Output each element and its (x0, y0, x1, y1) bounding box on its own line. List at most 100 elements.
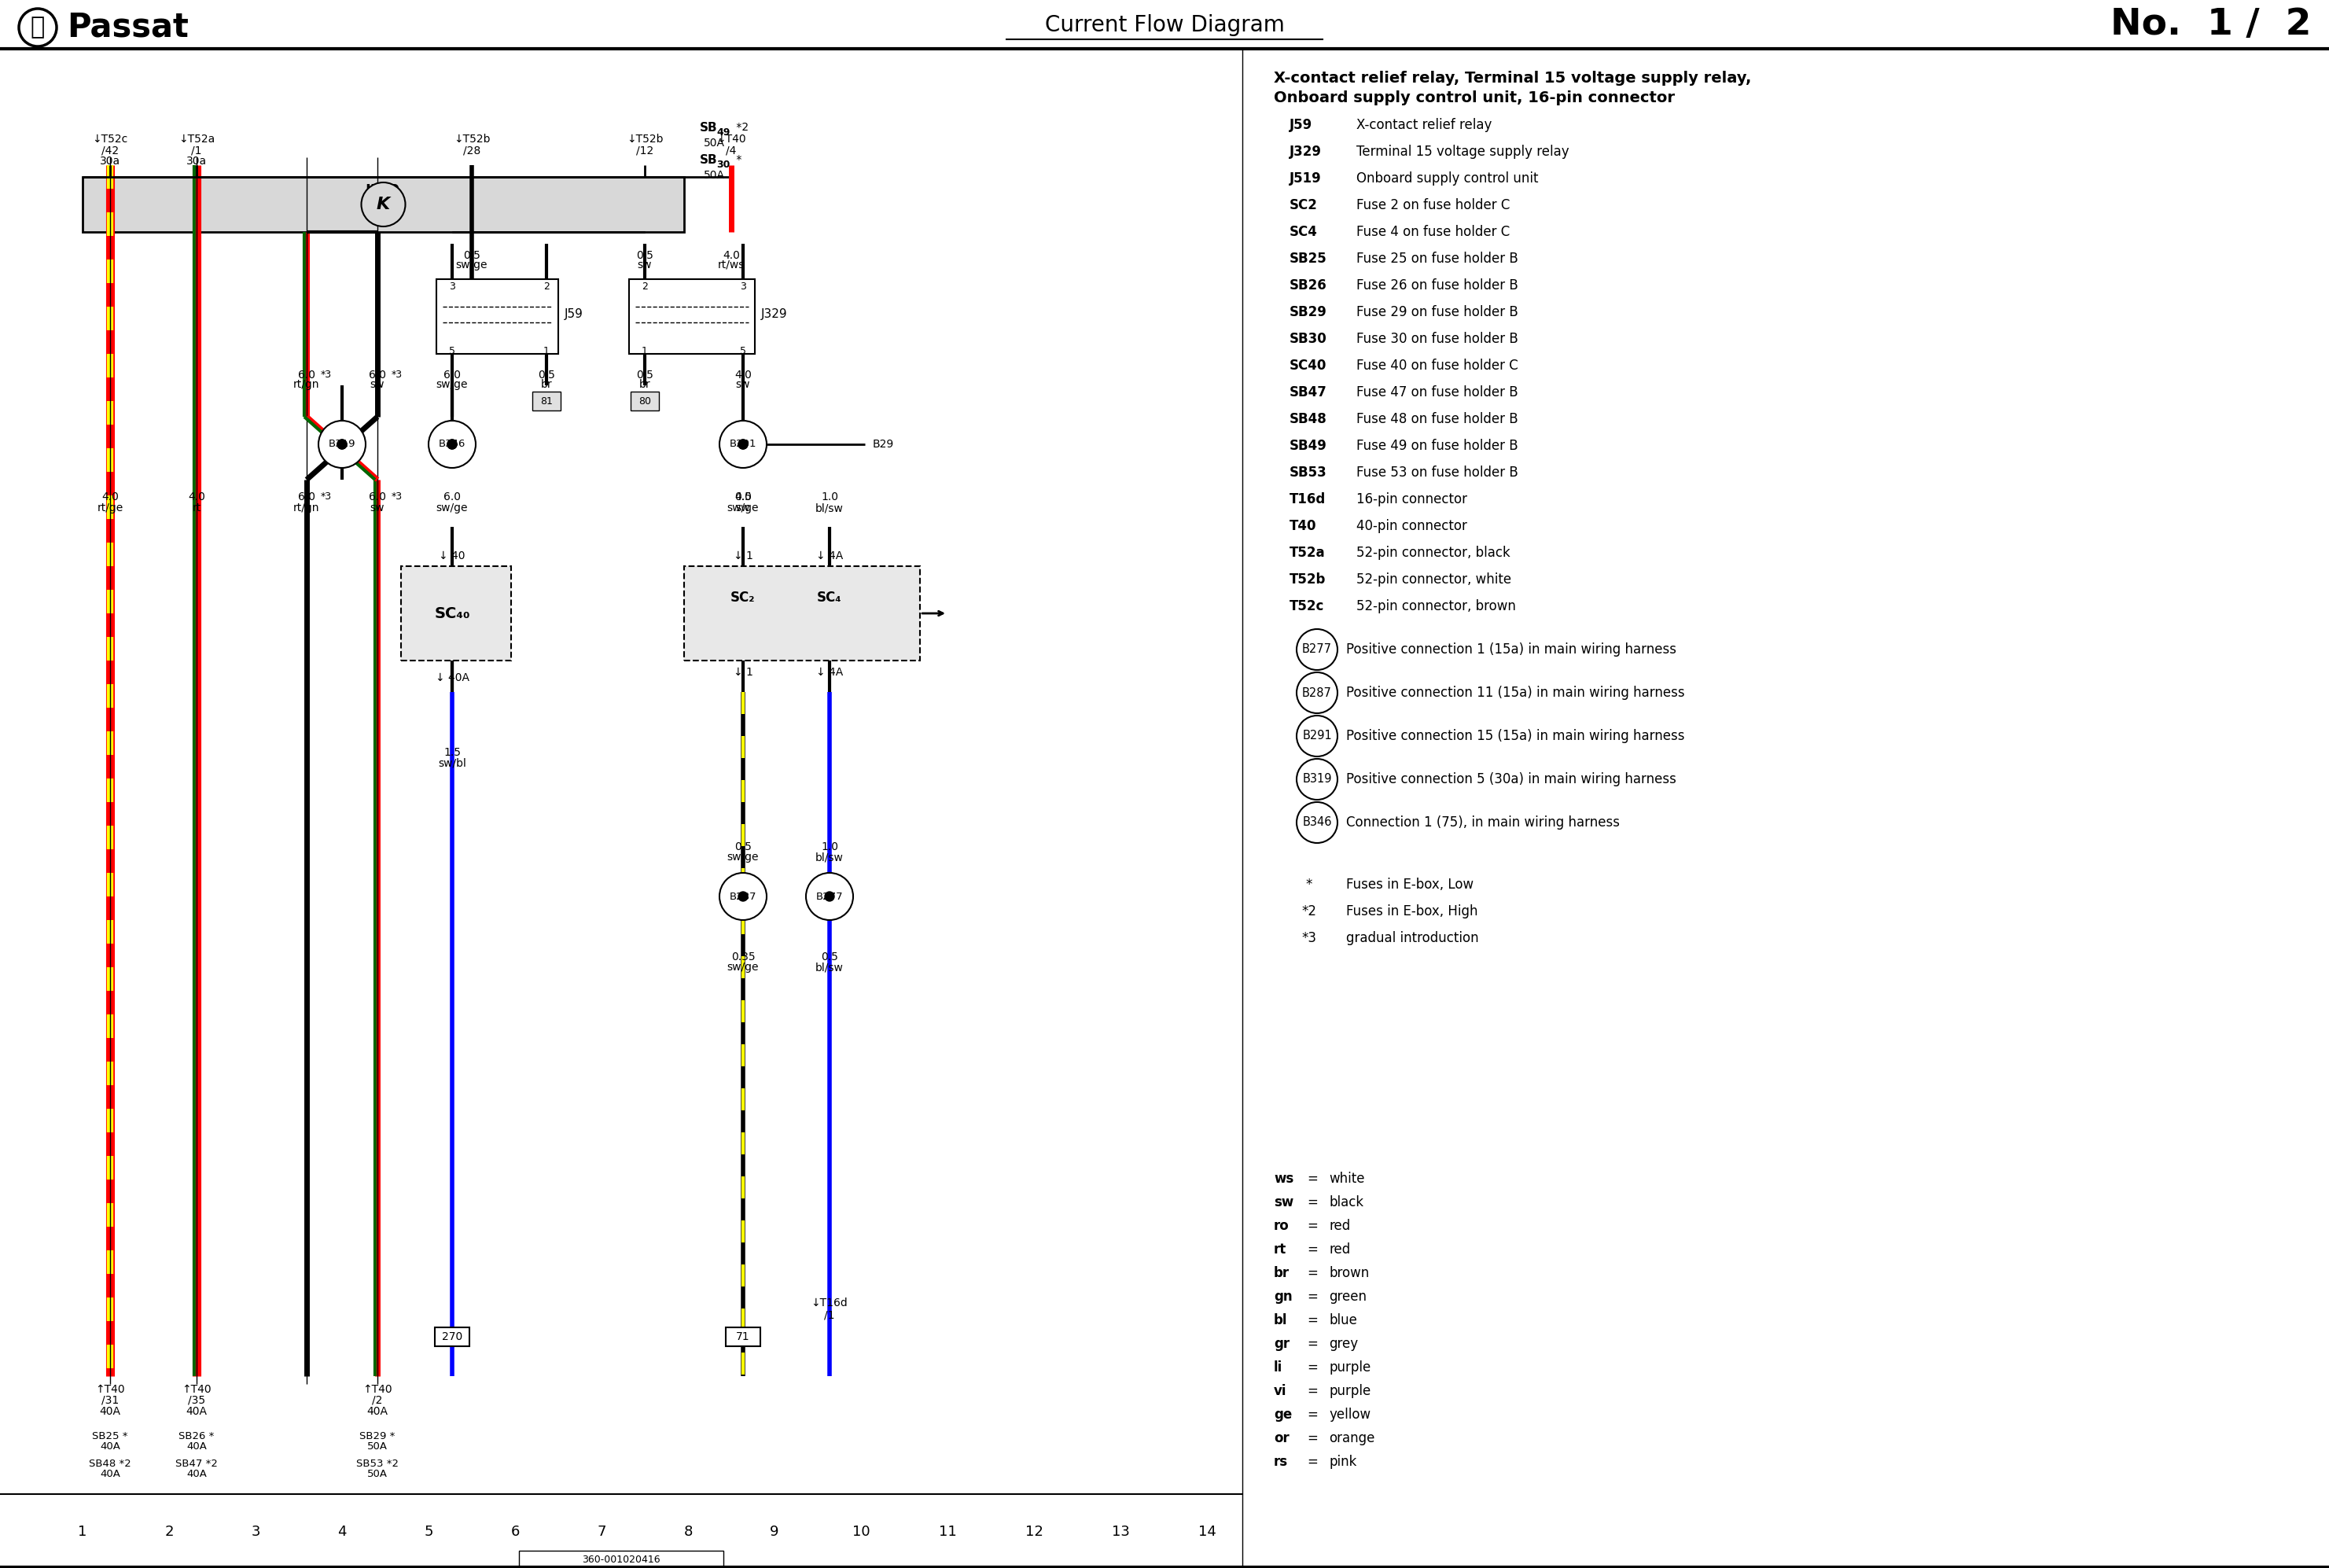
Text: rt/ws: rt/ws (717, 259, 745, 271)
Text: gr: gr (1274, 1338, 1290, 1352)
Text: 6: 6 (510, 1524, 519, 1538)
Text: 6.0: 6.0 (443, 491, 461, 502)
Text: SB47: SB47 (1290, 386, 1328, 400)
Text: bl/sw: bl/sw (815, 961, 843, 972)
Text: Fuse 53 on fuse holder B: Fuse 53 on fuse holder B (1355, 466, 1519, 480)
Text: 4.0: 4.0 (102, 491, 119, 502)
Text: 13: 13 (1111, 1524, 1130, 1538)
Text: SC2: SC2 (1290, 198, 1318, 212)
Text: SB53: SB53 (1290, 466, 1328, 480)
Text: sw/ge: sw/ge (456, 259, 487, 271)
Text: *2: *2 (734, 122, 748, 133)
Text: 5: 5 (741, 347, 745, 356)
Text: =: = (1307, 1432, 1318, 1446)
Text: 6.0: 6.0 (368, 491, 387, 502)
Text: 50A: 50A (703, 138, 724, 149)
Text: X-contact relief relay, Terminal 15 voltage supply relay,: X-contact relief relay, Terminal 15 volt… (1274, 71, 1751, 86)
Text: SC₄₀: SC₄₀ (433, 605, 470, 621)
Bar (629, 279, 755, 354)
Text: Fuse 40 on fuse holder C: Fuse 40 on fuse holder C (1355, 359, 1519, 373)
Text: SC4: SC4 (1290, 224, 1318, 238)
Text: SB48: SB48 (1290, 412, 1328, 426)
Text: =: = (1307, 1218, 1318, 1232)
Circle shape (738, 439, 748, 448)
Text: B291: B291 (1302, 731, 1332, 742)
Text: red: red (1330, 1242, 1351, 1256)
Circle shape (806, 873, 852, 920)
Text: 0.5: 0.5 (463, 249, 480, 260)
Text: sw: sw (370, 379, 384, 390)
Text: B29: B29 (873, 439, 894, 450)
Text: J59: J59 (1290, 118, 1314, 132)
Text: 4.0: 4.0 (734, 491, 752, 502)
Circle shape (319, 420, 366, 467)
Text: B291: B291 (729, 439, 757, 450)
Text: T52c: T52c (1290, 599, 1325, 613)
Text: 2: 2 (543, 282, 550, 292)
Text: 40-pin connector: 40-pin connector (1355, 519, 1467, 533)
Text: Fuses in E-box, Low: Fuses in E-box, Low (1346, 878, 1474, 892)
Text: rt: rt (1274, 1242, 1286, 1256)
Text: sw/ge: sw/ge (727, 502, 759, 513)
Text: B287: B287 (1302, 687, 1332, 699)
Text: Onboard supply control unit, 16-pin connector: Onboard supply control unit, 16-pin conn… (1274, 91, 1675, 105)
Text: /42: /42 (102, 146, 119, 157)
Text: 6.0: 6.0 (443, 370, 461, 381)
Text: 50A: 50A (368, 1441, 387, 1452)
Text: ↓T16d: ↓T16d (810, 1297, 848, 1309)
Text: vi: vi (1274, 1385, 1286, 1399)
Text: 5: 5 (424, 1524, 433, 1538)
Text: *3: *3 (321, 491, 333, 502)
Text: 360-001020416: 360-001020416 (582, 1554, 661, 1565)
Text: Ⓥ: Ⓥ (30, 16, 44, 39)
Text: Terminal 15 voltage supply relay: Terminal 15 voltage supply relay (1355, 144, 1570, 158)
Text: 50A: 50A (703, 169, 724, 180)
Text: J519: J519 (366, 183, 401, 198)
Circle shape (447, 439, 456, 448)
Text: 16-pin connector: 16-pin connector (1355, 492, 1467, 506)
Text: 2: 2 (165, 1524, 175, 1538)
Bar (519, 1551, 724, 1568)
Text: Positive connection 15 (15a) in main wiring harness: Positive connection 15 (15a) in main wir… (1346, 729, 1684, 743)
Text: 50A: 50A (368, 1469, 387, 1479)
Text: /1: /1 (191, 146, 203, 157)
Text: sw/ge: sw/ge (727, 961, 759, 972)
Text: 1: 1 (543, 347, 550, 356)
Text: *2: *2 (1302, 905, 1316, 919)
Text: black: black (1330, 1195, 1362, 1209)
Text: 71: 71 (736, 1331, 750, 1342)
Text: K: K (377, 196, 389, 212)
Text: yellow: yellow (1330, 1408, 1369, 1422)
Bar (436, 279, 559, 354)
Text: B277: B277 (815, 891, 843, 902)
Text: ge: ge (1274, 1408, 1293, 1422)
Text: sw: sw (1274, 1195, 1293, 1209)
Circle shape (338, 439, 347, 448)
Text: SB25 *: SB25 * (93, 1432, 128, 1441)
Text: 40A: 40A (100, 1406, 121, 1417)
Text: 30a: 30a (186, 155, 207, 166)
Text: /35: /35 (189, 1396, 205, 1406)
Text: ↑T40: ↑T40 (95, 1385, 126, 1396)
Text: gn: gn (1274, 1289, 1293, 1303)
Text: bl/sw: bl/sw (815, 851, 843, 862)
Text: J59: J59 (564, 309, 582, 320)
Text: X-contact relief relay: X-contact relief relay (1355, 118, 1493, 132)
Text: ↑T40: ↑T40 (363, 1385, 391, 1396)
Text: SC40: SC40 (1290, 359, 1328, 373)
Text: 6.0: 6.0 (298, 370, 314, 381)
Text: 12: 12 (1025, 1524, 1043, 1538)
Text: 80: 80 (638, 397, 652, 406)
Text: 4.0: 4.0 (722, 249, 741, 260)
Text: /2: /2 (373, 1396, 382, 1406)
Text: SB49: SB49 (1290, 439, 1328, 453)
Text: =: = (1307, 1195, 1318, 1209)
Text: pink: pink (1330, 1455, 1358, 1469)
Text: ↑T40: ↑T40 (182, 1385, 212, 1396)
Text: purple: purple (1330, 1361, 1372, 1375)
Text: 0.35: 0.35 (731, 952, 755, 963)
Text: 1.0: 1.0 (820, 491, 838, 502)
Text: li: li (1274, 1361, 1283, 1375)
Text: Fuse 47 on fuse holder B: Fuse 47 on fuse holder B (1355, 386, 1519, 400)
Text: red: red (1330, 1218, 1351, 1232)
